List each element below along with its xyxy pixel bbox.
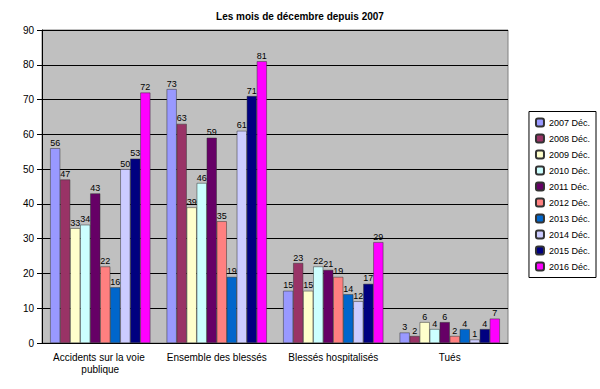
svg-text:10: 10 <box>23 303 35 314</box>
svg-text:15: 15 <box>283 280 293 290</box>
svg-text:59: 59 <box>207 127 217 137</box>
svg-text:2009 Déc.: 2009 Déc. <box>549 150 590 160</box>
svg-text:2015 Déc.: 2015 Déc. <box>549 246 590 256</box>
svg-text:34: 34 <box>80 214 90 224</box>
svg-text:21: 21 <box>323 259 333 269</box>
svg-text:22: 22 <box>100 256 110 266</box>
svg-text:15: 15 <box>303 280 313 290</box>
svg-text:33: 33 <box>70 218 80 228</box>
svg-text:2: 2 <box>412 326 417 336</box>
svg-text:4: 4 <box>482 319 487 329</box>
svg-text:6: 6 <box>422 312 427 322</box>
svg-text:46: 46 <box>197 173 207 183</box>
svg-text:2013 Déc.: 2013 Déc. <box>549 214 590 224</box>
svg-text:20: 20 <box>23 268 35 279</box>
svg-text:40: 40 <box>23 198 35 209</box>
svg-text:2011 Déc.: 2011 Déc. <box>549 182 589 192</box>
svg-text:Tués: Tués <box>439 352 461 363</box>
svg-text:23: 23 <box>293 253 303 263</box>
svg-text:4: 4 <box>462 319 467 329</box>
svg-text:19: 19 <box>227 266 237 276</box>
svg-text:7: 7 <box>492 308 497 318</box>
svg-text:53: 53 <box>130 148 140 158</box>
svg-text:2008 Déc.: 2008 Déc. <box>549 134 590 144</box>
svg-text:4: 4 <box>432 319 437 329</box>
svg-text:16: 16 <box>110 277 120 287</box>
svg-text:publique: publique <box>81 364 119 375</box>
svg-text:50: 50 <box>120 159 130 169</box>
svg-text:2012 Déc.: 2012 Déc. <box>549 198 590 208</box>
svg-text:90: 90 <box>23 25 35 36</box>
svg-text:2007 Déc.: 2007 Déc. <box>549 118 590 128</box>
svg-text:35: 35 <box>217 211 227 221</box>
svg-text:81: 81 <box>257 51 267 61</box>
svg-text:73: 73 <box>167 79 177 89</box>
svg-text:70: 70 <box>23 94 35 105</box>
svg-text:60: 60 <box>23 129 35 140</box>
svg-text:71: 71 <box>247 86 257 96</box>
svg-text:12: 12 <box>353 291 363 301</box>
svg-text:2014 Déc.: 2014 Déc. <box>549 230 590 240</box>
svg-text:50: 50 <box>23 164 35 175</box>
svg-text:39: 39 <box>187 197 197 207</box>
svg-text:3: 3 <box>402 322 407 332</box>
svg-text:56: 56 <box>50 138 60 148</box>
svg-text:43: 43 <box>90 183 100 193</box>
svg-text:1: 1 <box>472 329 477 339</box>
svg-text:29: 29 <box>373 232 383 242</box>
svg-text:61: 61 <box>237 120 247 130</box>
svg-text:63: 63 <box>177 113 187 123</box>
svg-text:Ensemble des blessés: Ensemble des blessés <box>167 352 267 363</box>
svg-text:30: 30 <box>23 233 35 244</box>
svg-text:19: 19 <box>333 266 343 276</box>
svg-text:14: 14 <box>343 284 353 294</box>
svg-text:6: 6 <box>442 312 447 322</box>
svg-text:2016 Déc.: 2016 Déc. <box>549 262 590 272</box>
svg-text:Accidents sur la voie: Accidents sur la voie <box>53 352 148 363</box>
svg-text:2010 Déc.: 2010 Déc. <box>549 166 590 176</box>
svg-text:2: 2 <box>452 326 457 336</box>
svg-text:Les mois de décembre depuis 20: Les mois de décembre depuis 2007 <box>216 11 384 22</box>
svg-text:72: 72 <box>140 82 150 92</box>
svg-text:Blessés hospitalisés: Blessés hospitalisés <box>288 352 378 363</box>
svg-text:22: 22 <box>313 256 323 266</box>
svg-text:80: 80 <box>23 59 35 70</box>
svg-text:17: 17 <box>363 273 373 283</box>
svg-text:47: 47 <box>60 169 70 179</box>
svg-text:0: 0 <box>28 338 34 349</box>
